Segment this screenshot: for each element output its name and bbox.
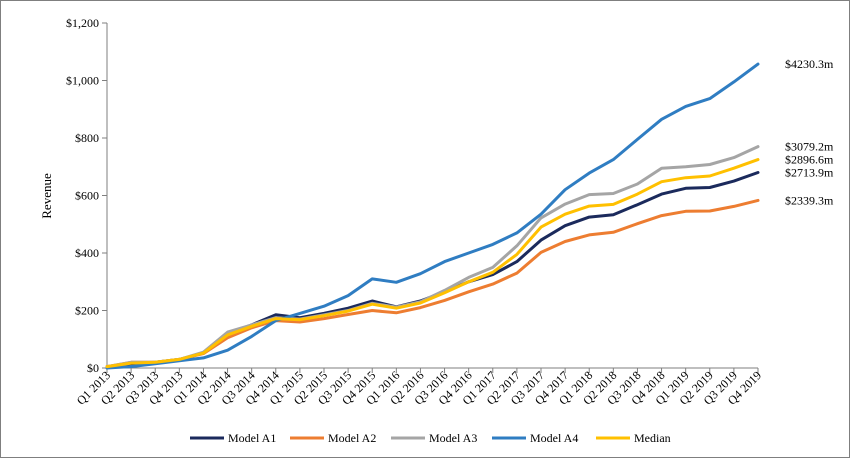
series-line-model-a2 [105,198,760,369]
end-label-model-a1: $2713.9m [785,166,834,180]
y-axis-label: Revenue [39,173,54,219]
end-label-model-a4: $4230.3m [785,57,834,71]
y-tick-label: $800 [75,131,99,145]
end-label-median: $2896.6m [785,153,834,167]
series-line-median [105,158,760,369]
y-tick-label: $600 [75,189,99,203]
series-line-model-a3 [105,145,760,369]
y-tick-label: $400 [75,246,99,260]
y-tick-label: $1,000 [66,74,99,88]
y-tick-label: $1,200 [66,16,99,30]
legend-label-model-a1: Model A1 [228,431,276,445]
end-label-model-a3: $3079.2m [785,140,834,154]
legend-label-model-a4: Model A4 [530,431,578,445]
end-labels: $4230.3m $3079.2m$2896.6m$2713.9m $2339.3m [785,57,834,207]
y-tick-label: $0 [87,361,99,375]
y-tick-label: $200 [75,304,99,318]
legend-label-median: Median [634,431,671,445]
series-line-model-a1 [105,171,760,369]
legend-label-model-a2: Model A2 [328,431,376,445]
end-label-model-a2: $2339.3m [785,193,834,207]
y-axis-ticks: $0 $200 $400 $600 $800 $1,000 $1,200 [66,16,107,375]
legend: Model A1 Model A2 Model A3 Model A4 Median [190,431,671,445]
series-lines [105,62,760,370]
series-line-model-a4 [105,62,760,370]
legend-label-model-a3: Model A3 [429,431,477,445]
